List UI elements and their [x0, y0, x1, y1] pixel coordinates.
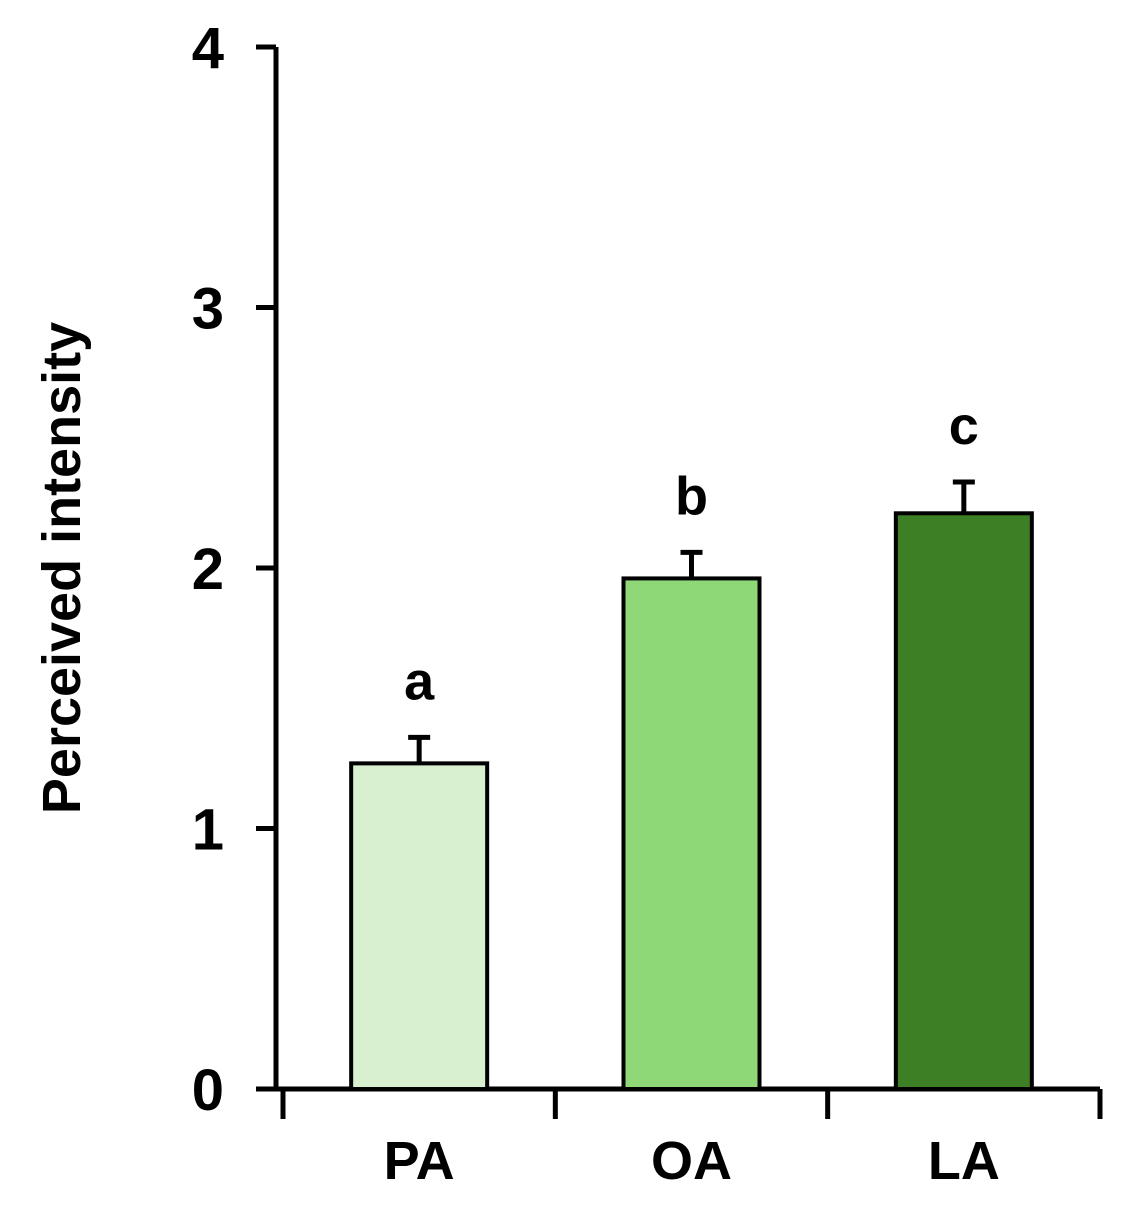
bar-la — [893, 511, 1034, 1091]
significance-label-pa: a — [404, 651, 435, 711]
y-tick-label: 0 — [192, 1058, 224, 1123]
y-tick-label: 2 — [192, 537, 224, 602]
labels: 0 1 2 3 4 a PA b OA c LA — [192, 16, 1000, 1191]
x-tick-label-oa: OA — [651, 1131, 732, 1191]
significance-label-oa: b — [675, 466, 708, 526]
x-tick-label-la: LA — [928, 1131, 1000, 1191]
x-tick-label-pa: PA — [384, 1131, 455, 1191]
y-tick-label: 1 — [192, 798, 224, 863]
bar-pa — [349, 761, 490, 1091]
bar-oa — [621, 576, 762, 1091]
significance-label-la: c — [949, 396, 979, 456]
bars — [349, 479, 1034, 1091]
y-axis-title: Perceived intensity — [32, 322, 92, 814]
y-tick-label: 4 — [192, 16, 224, 81]
y-tick-label: 3 — [192, 277, 224, 342]
